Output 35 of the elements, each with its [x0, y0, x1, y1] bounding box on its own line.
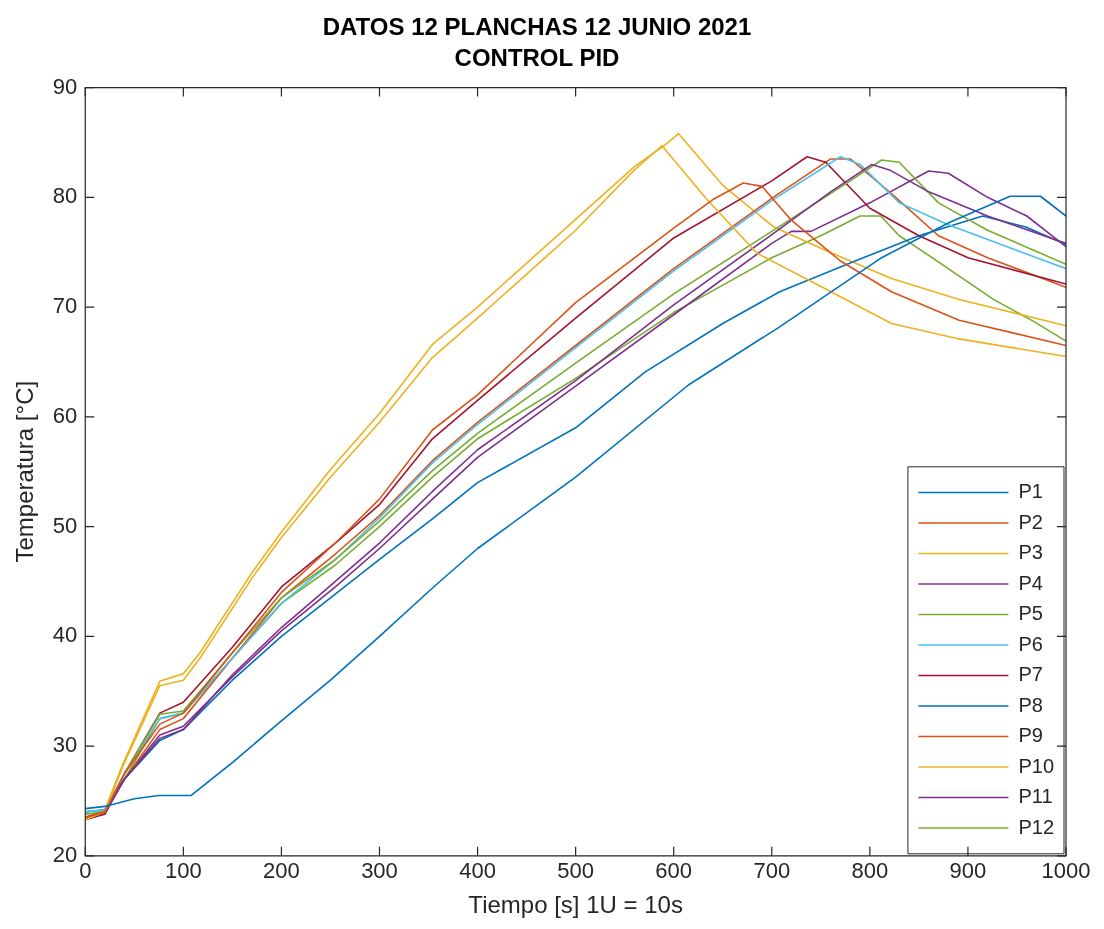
y-tick-label: 30 [52, 732, 78, 758]
legend-label: P9 [1018, 724, 1043, 747]
legend-label: P8 [1018, 693, 1043, 716]
x-tick-label: 800 [851, 858, 889, 884]
legend-label: P3 [1018, 541, 1043, 564]
y-tick-label: 20 [52, 841, 78, 867]
x-tick-label: 300 [361, 858, 398, 884]
legend-label: P4 [1018, 571, 1043, 594]
legend-label: P6 [1018, 632, 1043, 655]
x-tick-label: 600 [655, 858, 693, 884]
legend-label: P7 [1018, 663, 1043, 686]
x-tick-label: 1000 [1041, 858, 1091, 884]
x-tick-label: 900 [949, 858, 987, 884]
y-tick-label: 50 [52, 512, 78, 538]
y-tick-label: 40 [52, 622, 78, 648]
y-tick-label: 60 [52, 402, 78, 428]
chart-title: DATOS 12 PLANCHAS 12 JUNIO 2021 [322, 13, 752, 41]
legend-label: P2 [1018, 510, 1043, 533]
legend-label: P5 [1018, 602, 1043, 625]
y-axis-title: Temperatura [°C] [11, 380, 39, 563]
x-tick-label: 0 [79, 858, 92, 884]
y-tick-label: 80 [52, 183, 78, 209]
legend-label: P10 [1018, 754, 1055, 777]
y-tick-label: 70 [52, 293, 78, 319]
x-tick-label: 400 [459, 858, 496, 884]
chart-subtitle: CONTROL PID [454, 43, 620, 71]
x-tick-label: 700 [753, 858, 791, 884]
x-tick-label: 500 [557, 858, 594, 884]
legend-label: P12 [1018, 815, 1055, 838]
x-tick-label: 200 [263, 858, 300, 884]
y-tick-label: 90 [52, 73, 78, 99]
x-axis-title: Tiempo [s] 1U = 10s [468, 891, 683, 919]
legend-label: P11 [1018, 785, 1053, 808]
legend-label: P1 [1018, 480, 1043, 503]
x-tick-label: 100 [164, 858, 202, 884]
